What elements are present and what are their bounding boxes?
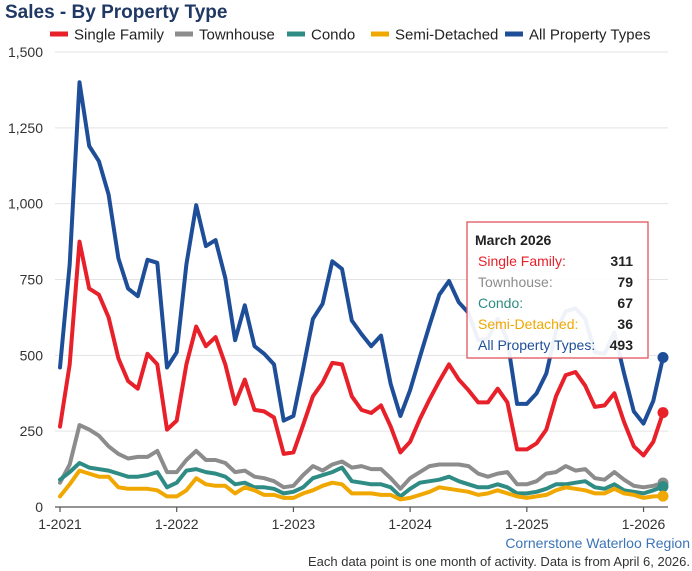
series-line-semi-detached — [58, 468, 665, 502]
tooltip-value: 311 — [610, 253, 633, 269]
series-line-condo — [58, 461, 665, 499]
series-lines — [58, 80, 669, 502]
tooltip-label: Single Family: — [478, 253, 566, 269]
tooltip-label: Condo: — [478, 295, 523, 311]
chart-title: Sales - By Property Type — [5, 2, 227, 23]
x-tick-label: 1-2025 — [505, 516, 549, 532]
x-tick-label: 1-2026 — [622, 516, 666, 532]
y-tick-label: 0 — [35, 499, 43, 515]
legend-label-semi-detached: Semi-Detached — [395, 27, 498, 44]
y-tick-label: 1,250 — [8, 120, 43, 136]
last-point-semi-detached — [657, 490, 669, 502]
tooltip-title: March 2026 — [475, 232, 551, 248]
series-line-townhouse — [58, 423, 665, 491]
y-tick-label: 750 — [20, 272, 44, 288]
last-point-condo — [657, 481, 669, 493]
tooltip-label: Semi-Detached: — [478, 316, 578, 332]
tooltip-value: 79 — [617, 274, 633, 290]
tooltip-value: 67 — [617, 295, 633, 311]
axes: 0 250 500 750 1,000 1,250 1,500 1-2021 1-2022 1-2… — [8, 44, 668, 532]
x-tick-label: 1-2022 — [155, 516, 199, 532]
series-line-single-family — [58, 239, 665, 458]
x-tick-label: 1-2024 — [388, 516, 432, 532]
legend-label-townhouse: Townhouse — [199, 27, 275, 44]
last-point-single-family — [657, 407, 669, 419]
x-tick-label: 1-2021 — [38, 516, 82, 532]
tooltip-value: 493 — [610, 337, 634, 353]
source-label: Cornerstone Waterloo Region — [505, 535, 690, 551]
tooltip-label: All Property Types: — [478, 337, 595, 353]
y-tick-label: 250 — [20, 423, 44, 439]
last-point-all-property-types — [657, 351, 669, 363]
tooltip-value: 36 — [617, 316, 633, 332]
legend-label-single-family: Single Family — [74, 27, 165, 44]
tooltip-label: Townhouse: — [478, 274, 553, 290]
tooltip: March 2026 Single Family: 311 Townhouse: 79 C… — [466, 221, 649, 359]
legend: Single Family Townhouse Condo Semi-Detached… — [50, 27, 650, 44]
data-note: Each data point is one month of activity… — [308, 554, 690, 569]
y-tick-label: 500 — [20, 347, 44, 363]
grid-lines — [55, 51, 668, 432]
y-tick-label: 1,500 — [8, 44, 43, 60]
x-tick-label: 1-2023 — [272, 516, 316, 532]
tooltip-box — [466, 221, 649, 359]
y-tick-label: 1,000 — [8, 196, 43, 212]
legend-label-all-property-types: All Property Types — [529, 27, 650, 44]
legend-label-condo: Condo — [311, 27, 355, 44]
